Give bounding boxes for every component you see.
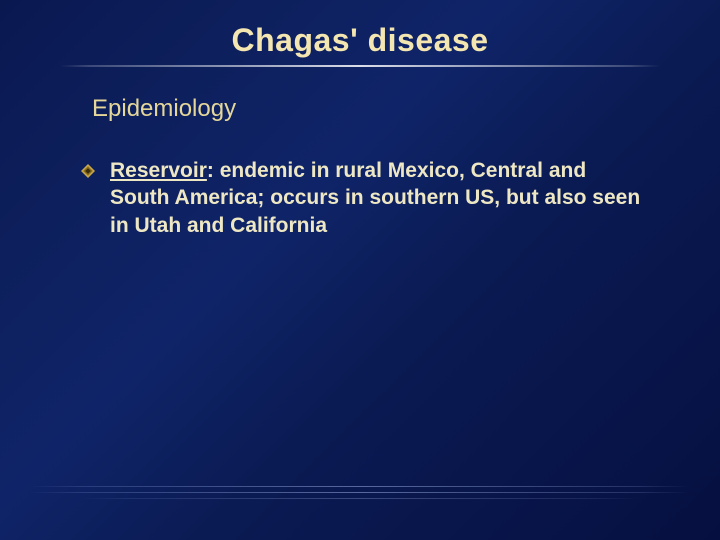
footer-line: [30, 492, 690, 493]
bullet-text: Reservoir: endemic in rural Mexico, Cent…: [110, 157, 650, 239]
title-underline: [60, 65, 660, 67]
footer-decoration: [0, 486, 720, 504]
footer-line: [80, 498, 640, 499]
subheading-epidemiology: Epidemiology: [92, 95, 660, 123]
bullet-label-reservoir: Reservoir: [110, 159, 207, 182]
bullet-row: Reservoir: endemic in rural Mexico, Cent…: [80, 157, 650, 239]
slide-title: Chagas' disease: [60, 22, 660, 59]
slide: Chagas' disease Epidemiology Reservoir: …: [0, 0, 720, 540]
footer-line: [30, 486, 690, 487]
bullet-icon: [80, 163, 96, 184]
